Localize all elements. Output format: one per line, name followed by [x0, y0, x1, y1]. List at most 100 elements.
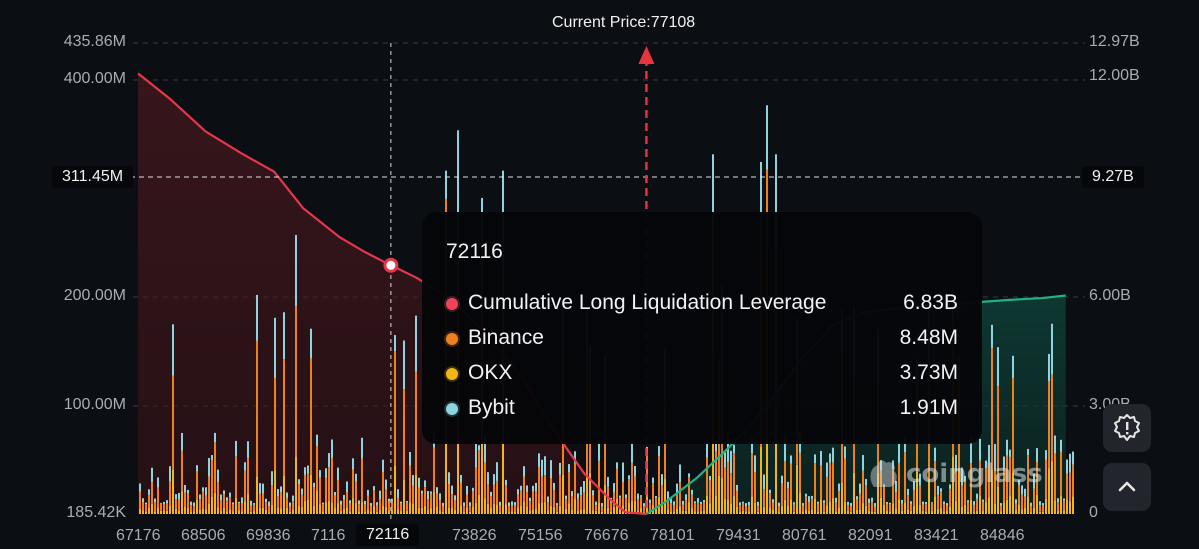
- liquidation-bar: [673, 511, 675, 514]
- liquidation-bar: [1042, 511, 1044, 514]
- liquidation-bar: [1033, 507, 1035, 514]
- liquidation-bar: [310, 474, 312, 514]
- liquidation-bar: [229, 509, 231, 514]
- liquidation-bar: [172, 469, 174, 514]
- liquidation-bar: [514, 505, 516, 513]
- settings-button[interactable]: [1103, 404, 1151, 452]
- liquidation-bar: [406, 510, 408, 514]
- liquidation-bar: [997, 386, 999, 487]
- liquidation-bar: [982, 501, 984, 512]
- liquidation-bar: [802, 505, 804, 512]
- liquidation-bar: [946, 503, 948, 506]
- liquidation-bar: [937, 508, 939, 514]
- liquidation-bar: [265, 502, 267, 510]
- liquidation-bar: [805, 493, 807, 497]
- liquidation-bar: [253, 504, 255, 511]
- liquidation-bar: [1057, 502, 1059, 512]
- liquidation-bar: [862, 503, 864, 514]
- liquidation-bar: [181, 450, 183, 492]
- liquidation-bar: [403, 479, 405, 514]
- liquidation-bar: [691, 494, 693, 509]
- scroll-top-button[interactable]: [1103, 463, 1151, 511]
- liquidation-bar: [1018, 479, 1020, 485]
- liquidation-bar: [409, 465, 411, 503]
- liquidation-bar: [226, 497, 228, 501]
- liquidation-bar: [982, 511, 984, 514]
- liquidation-bar: [682, 500, 684, 505]
- liquidation-bar: [346, 507, 348, 514]
- liquidation-bar: [418, 487, 420, 508]
- liquidation-bar: [688, 473, 690, 477]
- liquidation-bar: [247, 457, 249, 495]
- liquidation-bar: [403, 340, 405, 390]
- liquidation-bar: [232, 502, 234, 504]
- liquidation-bar: [745, 503, 747, 507]
- liquidation-bar: [688, 502, 690, 514]
- liquidation-bar: [319, 504, 321, 514]
- liquidation-bar: [574, 499, 576, 514]
- liquidation-bar: [1057, 511, 1059, 514]
- liquidation-bar: [448, 484, 450, 508]
- liquidation-bar: [424, 487, 426, 506]
- liquidation-bar: [322, 504, 324, 512]
- liquidation-bar: [892, 503, 894, 514]
- liquidation-bar: [778, 512, 780, 514]
- liquidation-bar: [1021, 494, 1023, 510]
- liquidation-bar: [373, 486, 375, 491]
- liquidation-bar: [577, 493, 579, 499]
- liquidation-bar: [1066, 473, 1068, 500]
- liquidation-bar: [1024, 488, 1026, 497]
- liquidation-bar: [598, 503, 600, 514]
- liquidation-bar: [142, 510, 144, 514]
- liquidation-bar: [1000, 511, 1002, 514]
- liquidation-bar: [382, 505, 384, 514]
- liquidation-bar: [487, 472, 489, 485]
- liquidation-bar: [607, 507, 609, 514]
- liquidation-bar: [889, 504, 891, 512]
- liquidation-bar: [634, 501, 636, 514]
- liquidation-bar: [301, 494, 303, 507]
- liquidation-bar: [424, 505, 426, 514]
- liquidation-bar: [199, 494, 201, 500]
- liquidation-bar: [1051, 374, 1053, 462]
- liquidation-bar: [535, 508, 537, 514]
- liquidation-bar: [913, 505, 915, 514]
- liquidation-bar: [166, 510, 168, 514]
- liquidation-bar: [394, 335, 396, 352]
- liquidation-bar: [628, 475, 630, 480]
- liquidation-bar: [664, 478, 666, 514]
- liquidation-bar: [826, 505, 828, 514]
- liquidation-bar: [730, 503, 732, 514]
- liquidation-bar: [628, 479, 630, 503]
- tooltip-row-name: Cumulative Long Liquidation Leverage: [468, 291, 827, 314]
- liquidation-bar: [943, 503, 945, 512]
- liquidation-bar: [817, 503, 819, 512]
- liquidation-bar: [322, 502, 324, 505]
- liquidation-bar: [889, 502, 891, 505]
- liquidation-bar: [469, 511, 471, 514]
- liquidation-bar: [679, 464, 681, 483]
- liquidation-bar: [577, 510, 579, 514]
- liquidation-bar: [874, 506, 876, 512]
- liquidation-bar: [523, 501, 525, 514]
- liquidation-bar: [520, 506, 522, 514]
- liquidation-bar: [616, 462, 618, 469]
- liquidation-bar: [1033, 473, 1035, 489]
- liquidation-bar: [832, 462, 834, 498]
- liquidation-bar: [421, 490, 423, 494]
- liquidation-bar: [274, 470, 276, 514]
- liquidation-bar: [268, 506, 270, 513]
- liquidation-bar: [703, 510, 705, 514]
- liquidation-bar: [283, 359, 285, 476]
- x-axis-tick: 84846: [980, 527, 1025, 544]
- liquidation-bar: [766, 105, 768, 170]
- liquidation-bar: [604, 412, 606, 485]
- liquidation-bar: [304, 474, 306, 501]
- liquidation-bar: [388, 501, 390, 511]
- liquidation-bar: [1006, 455, 1008, 500]
- liquidation-bar: [856, 496, 858, 500]
- legend-dot-icon: [446, 403, 458, 415]
- liquidation-bar: [1027, 496, 1029, 514]
- liquidation-bar: [586, 476, 588, 514]
- liquidation-bar: [541, 476, 543, 503]
